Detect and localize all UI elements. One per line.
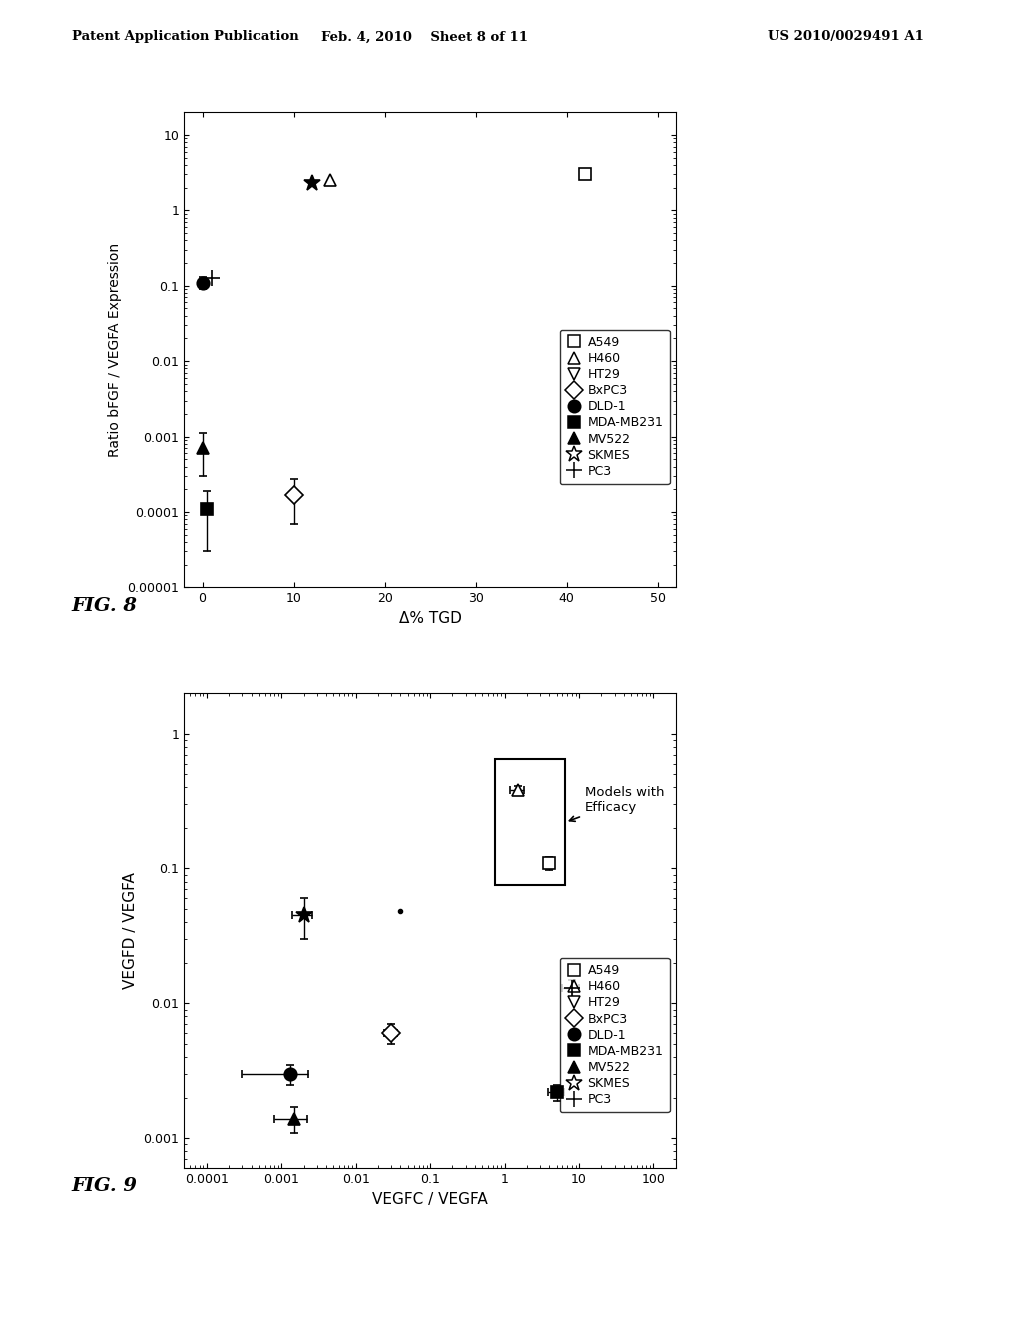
Text: Models with
Efficacy: Models with Efficacy	[569, 787, 665, 821]
X-axis label: Δ% TGD: Δ% TGD	[398, 611, 462, 626]
Text: FIG. 8: FIG. 8	[72, 597, 137, 615]
Text: Patent Application Publication: Patent Application Publication	[72, 30, 298, 44]
Text: US 2010/0029491 A1: US 2010/0029491 A1	[768, 30, 924, 44]
Bar	[496, 759, 565, 886]
Legend: A549, H460, HT29, BxPC3, DLD-1, MDA-MB231, MV522, SKMES, PC3: A549, H460, HT29, BxPC3, DLD-1, MDA-MB23…	[560, 330, 670, 484]
Y-axis label: VEGFD / VEGFA: VEGFD / VEGFA	[123, 873, 138, 989]
Text: Feb. 4, 2010    Sheet 8 of 11: Feb. 4, 2010 Sheet 8 of 11	[322, 30, 528, 44]
X-axis label: VEGFC / VEGFA: VEGFC / VEGFA	[372, 1192, 488, 1206]
Text: FIG. 9: FIG. 9	[72, 1177, 137, 1196]
Y-axis label: Ratio bFGF / VEGFA Expression: Ratio bFGF / VEGFA Expression	[108, 243, 122, 457]
Legend: A549, H460, HT29, BxPC3, DLD-1, MDA-MB231, MV522, SKMES, PC3: A549, H460, HT29, BxPC3, DLD-1, MDA-MB23…	[560, 958, 670, 1113]
